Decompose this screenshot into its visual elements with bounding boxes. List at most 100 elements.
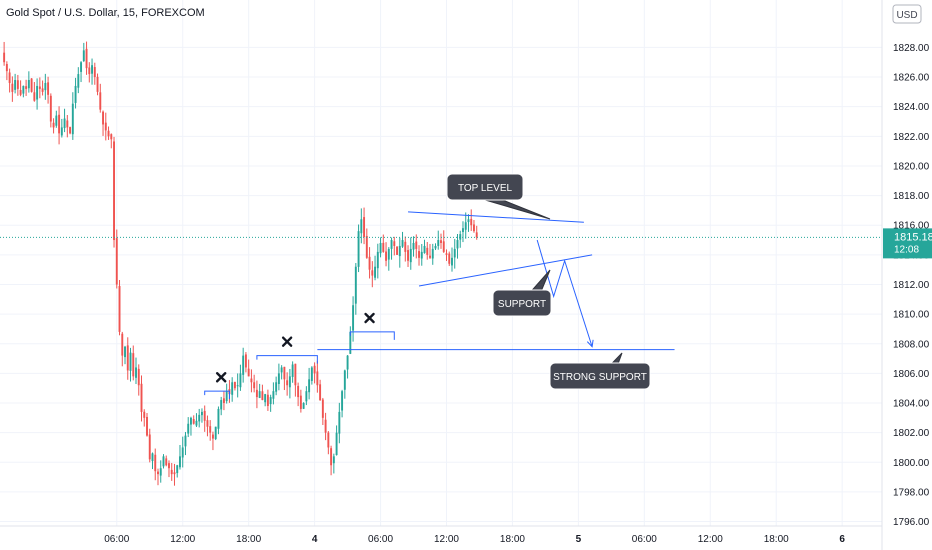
candle [184,431,187,456]
candle-body [121,333,124,356]
breakout-level-line[interactable] [349,331,395,340]
candle-body [321,399,324,418]
candle-body [211,434,214,439]
candle [217,406,220,435]
candle [456,234,459,259]
candle-body [418,251,420,258]
candle [346,355,349,379]
candle-body [360,219,363,234]
candle-body [308,379,311,393]
candle [429,243,431,259]
support-trendline[interactable] [418,254,593,287]
candle-body [16,80,19,89]
candle-body [343,370,346,390]
y-tick-label: 1818.00 [893,191,930,202]
candle [299,389,302,413]
candle [222,391,225,411]
candle-body [398,245,401,257]
candle-body [3,52,6,63]
candle [198,408,201,428]
candle-body [209,426,212,433]
candle-body [159,468,162,476]
candle-body [291,364,294,377]
candle-body [352,305,355,331]
candle [102,110,104,136]
candle [360,208,363,244]
candle-body [401,240,404,247]
candle [151,452,154,470]
candle-body [151,453,154,462]
candle-body [118,286,121,332]
candle [437,230,440,250]
candle [93,62,96,85]
candle [88,62,91,83]
projection-path[interactable] [536,239,593,347]
currency-label: USD [896,10,917,21]
candle-body [280,367,283,373]
candle [8,68,11,93]
candle-body [459,234,462,240]
candle-body [190,417,192,425]
candle-body [247,368,250,377]
candle-body [390,240,393,249]
drawing-layer[interactable]: TOP LEVEL SUPPORT STRONG SUPPORT [0,173,882,400]
candle [467,214,470,232]
candle [308,367,311,400]
breakout-level-line[interactable] [256,355,318,364]
candle [283,366,286,391]
candle-body [330,448,333,466]
currency-button[interactable]: USD [892,4,922,24]
candle [404,236,407,262]
candle [220,396,223,416]
candle [231,377,234,402]
candle-body [365,235,368,258]
y-tick-label: 1810.00 [893,310,930,321]
candle-body [195,420,198,426]
candle [451,247,453,272]
candle [129,347,132,382]
candle [330,445,333,476]
candle-body [49,95,52,122]
candle [80,61,83,83]
last-price-value: 1815.18 [894,231,932,243]
candle [146,412,148,437]
candle-body [220,400,223,410]
candle-body [173,472,176,475]
top-level-trendline[interactable] [407,211,584,223]
x-tick-label: 12:00 [698,534,723,545]
candle-body [154,454,157,472]
strong-support-callout[interactable]: STRONG SUPPORT [549,352,651,390]
candle-body [453,248,456,258]
candle [47,76,50,104]
candle-body [324,419,327,433]
support-callout[interactable]: SUPPORT [492,269,552,317]
candle [74,77,77,109]
candle [398,237,401,268]
x-tick-label: 18:00 [764,534,789,545]
x-stroke [281,336,293,347]
candle [255,380,258,409]
top-level-callout[interactable]: TOP LEVEL [446,173,551,220]
candle-body [470,218,473,226]
candle-body [404,241,407,252]
candle-body [137,368,140,386]
candle-body [294,363,297,386]
candle [253,374,256,393]
x-stroke [364,312,375,324]
candle [420,244,423,266]
candle [85,41,88,75]
candle [179,444,181,470]
x-tick-label: 06:00 [368,534,393,545]
candle [60,118,63,138]
y-tick-label: 1800.00 [893,458,930,469]
candle-body [231,382,234,395]
x-tick-label: 6 [839,534,845,545]
candle [52,118,55,134]
candle [181,436,184,468]
candle [275,376,278,396]
candle [445,249,448,261]
breakout-level-line[interactable] [204,390,230,400]
candle [316,360,319,393]
